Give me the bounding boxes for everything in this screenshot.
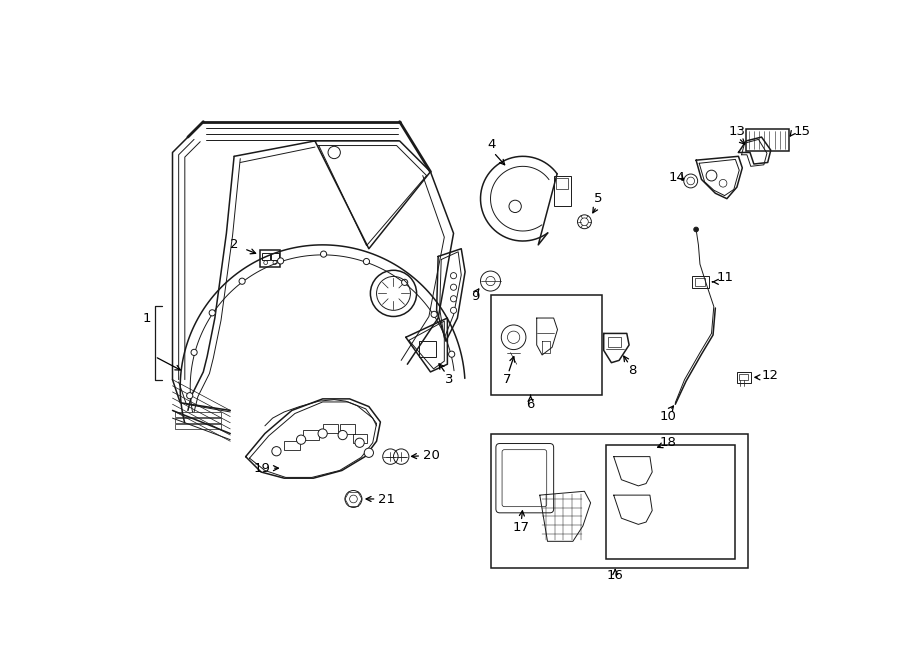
Text: 5: 5 [594,192,603,205]
Bar [271,253,279,260]
Bar [695,278,706,286]
Text: 11: 11 [717,272,734,284]
Bar [175,424,221,429]
Text: 17: 17 [513,521,530,534]
Text: 3: 3 [446,373,454,386]
Circle shape [364,258,370,264]
Bar [354,434,367,443]
Circle shape [191,349,197,356]
Bar [259,251,280,267]
Circle shape [451,272,456,279]
Bar [418,341,436,356]
Bar [554,176,571,206]
Circle shape [448,351,454,358]
Bar [175,418,221,423]
Bar [491,434,749,568]
Bar [339,424,355,434]
Circle shape [209,310,215,316]
Circle shape [401,279,408,286]
Text: 6: 6 [526,398,535,410]
Text: 15: 15 [794,125,811,138]
Circle shape [318,429,328,438]
Circle shape [431,311,437,317]
Bar [175,412,221,416]
Bar [739,374,748,380]
Circle shape [320,251,327,257]
Circle shape [272,447,281,456]
Bar [746,130,788,151]
Text: 7: 7 [503,373,512,386]
Bar [608,337,621,346]
Text: 21: 21 [378,493,395,506]
Text: 10: 10 [659,410,676,423]
Text: 14: 14 [669,171,685,184]
Text: 18: 18 [659,436,676,449]
Bar [284,442,300,450]
Text: 8: 8 [628,364,636,377]
Bar [491,295,602,395]
Text: 9: 9 [471,290,480,303]
Bar [322,424,338,433]
Text: 20: 20 [423,449,439,461]
Circle shape [355,438,365,447]
Circle shape [277,258,284,264]
Text: 13: 13 [728,125,745,138]
Circle shape [451,295,456,302]
Circle shape [451,307,456,313]
Bar [556,178,568,190]
Text: 4: 4 [488,138,496,151]
Text: 1: 1 [143,311,151,325]
Text: 16: 16 [607,570,624,582]
Bar [737,372,751,383]
Circle shape [239,278,245,284]
Circle shape [296,435,306,444]
Text: 19: 19 [254,461,270,475]
Text: 12: 12 [761,369,778,382]
Bar [606,445,735,559]
Circle shape [451,284,456,290]
Bar [262,253,269,260]
Bar [303,430,319,440]
Text: 2: 2 [230,239,238,251]
Circle shape [186,393,193,399]
Circle shape [338,430,347,440]
Circle shape [694,227,698,232]
Circle shape [364,448,373,457]
Bar [692,276,709,288]
